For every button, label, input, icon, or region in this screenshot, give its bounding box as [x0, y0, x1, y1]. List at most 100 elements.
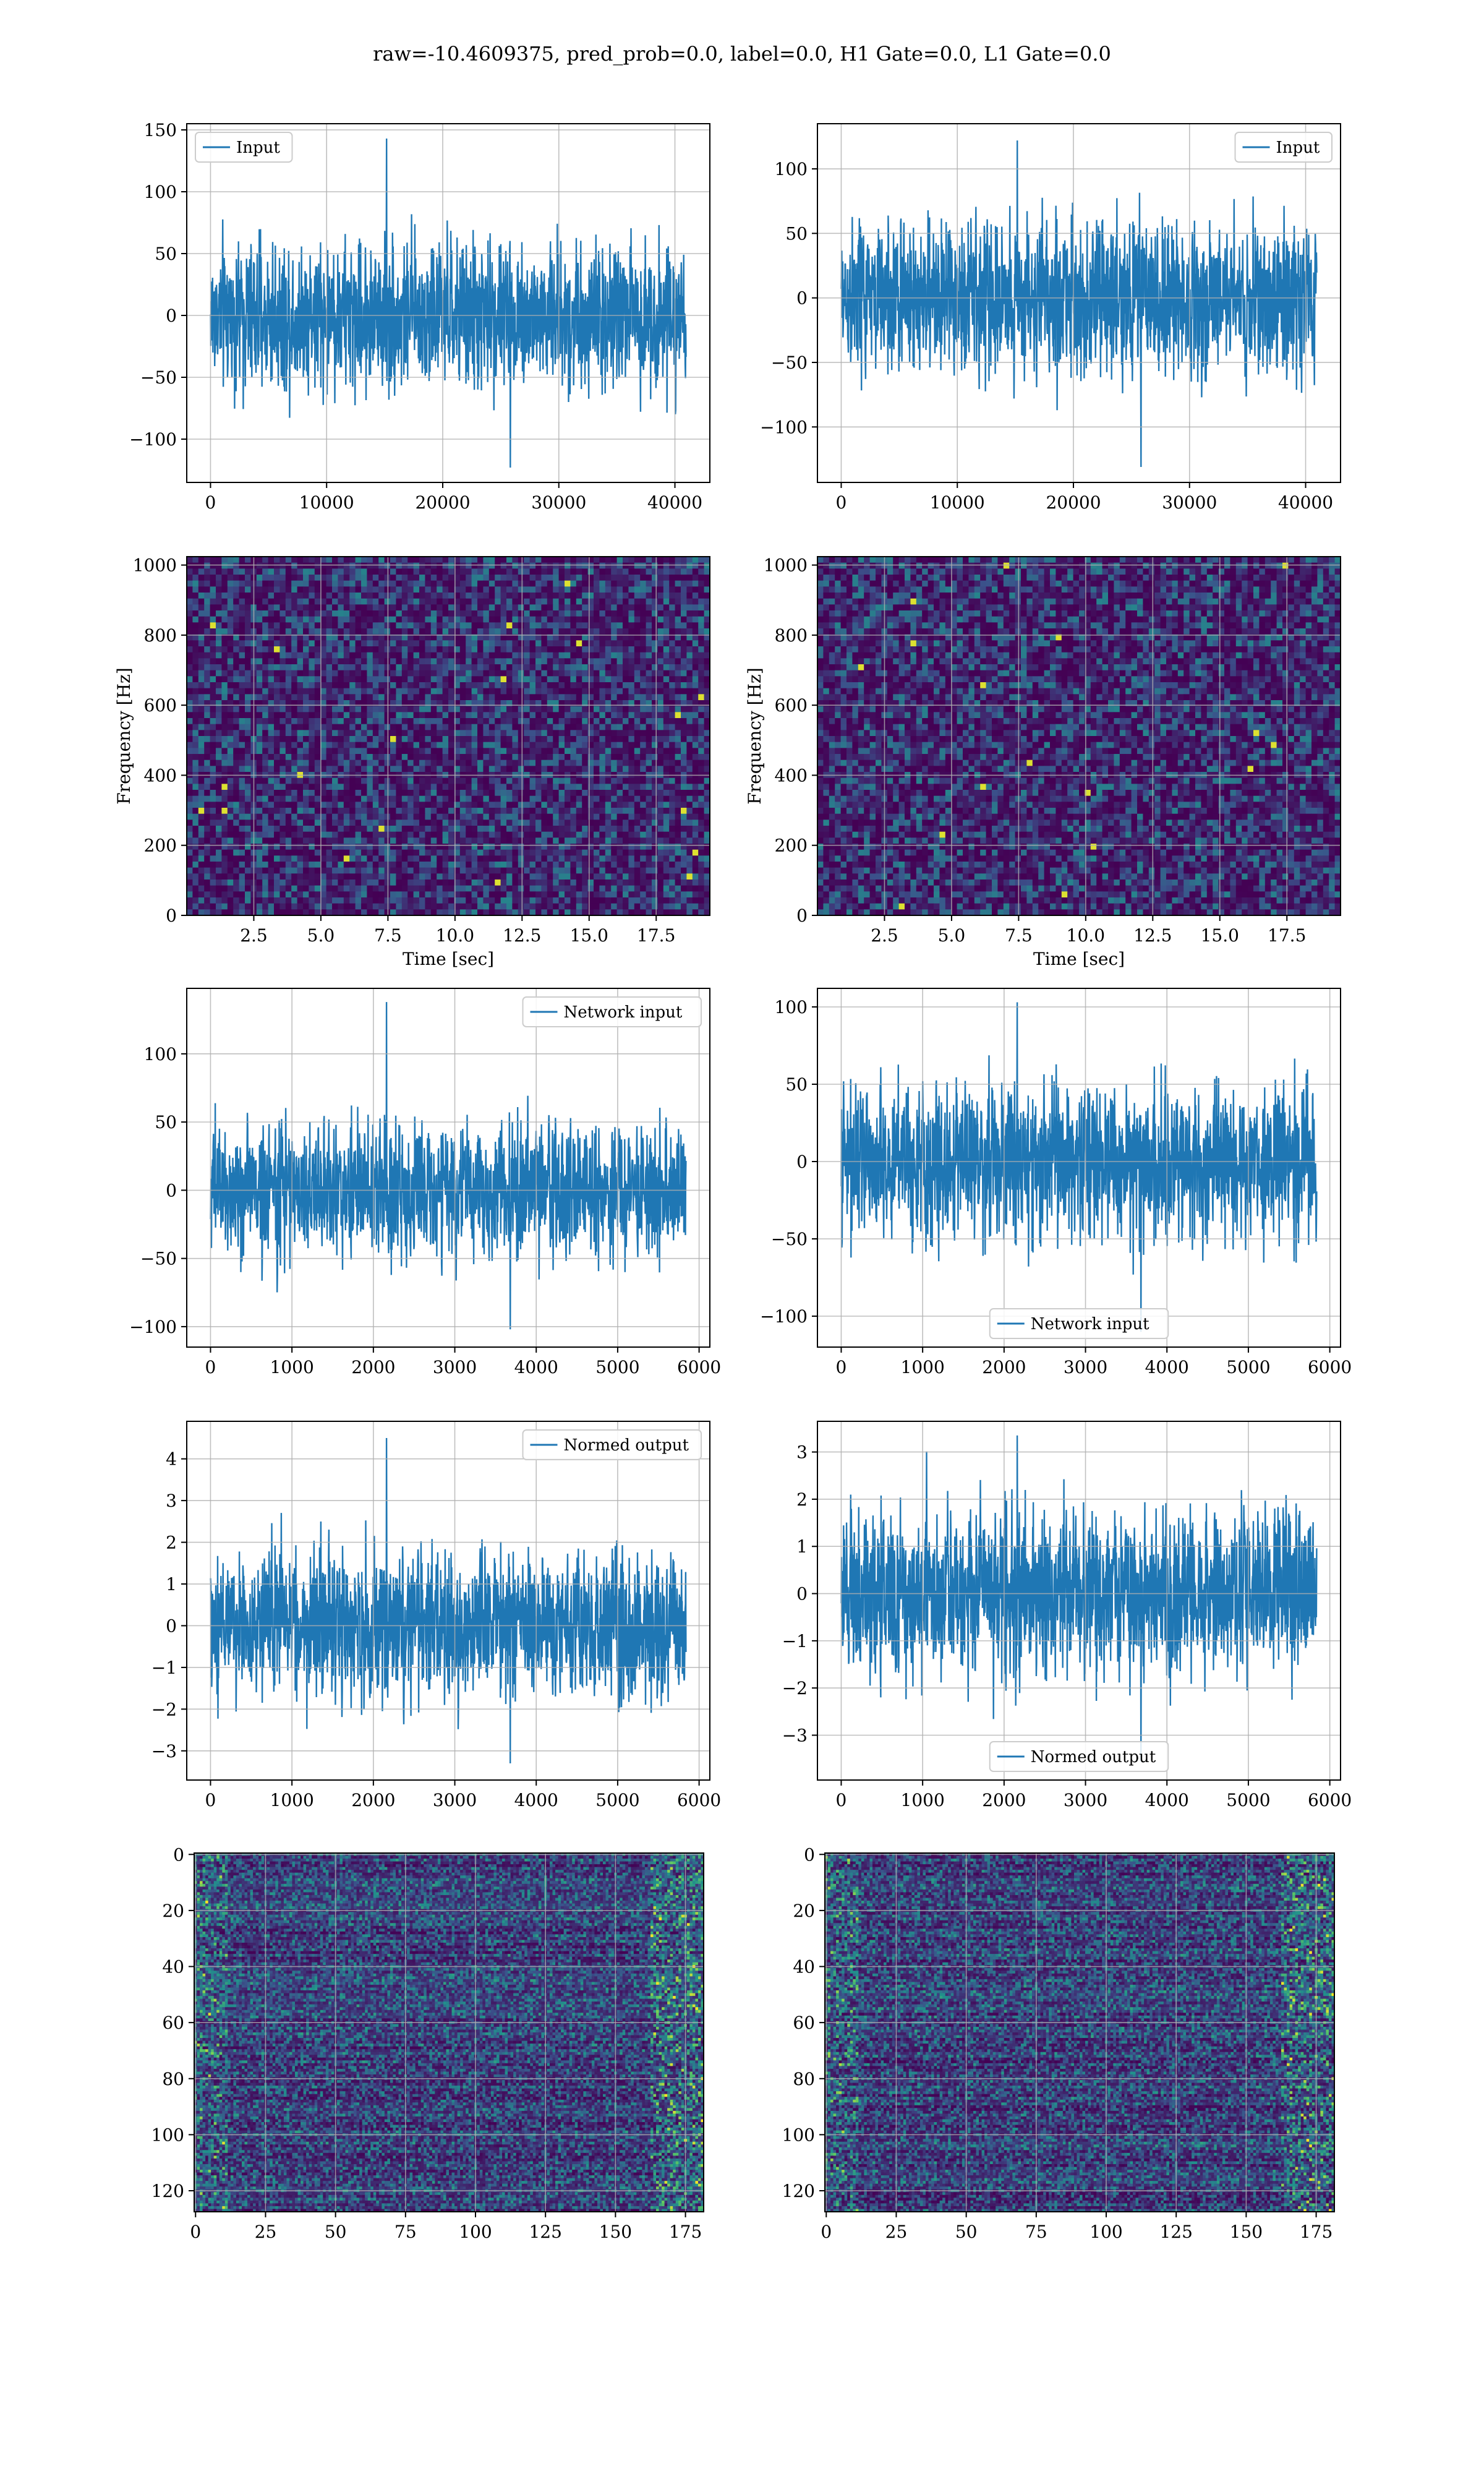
heatmap-cell: [437, 808, 443, 815]
heatmap-cell: [529, 700, 536, 707]
heatmap-cell: [326, 646, 333, 653]
heatmap-cell: [646, 760, 652, 766]
heatmap-cell: [233, 604, 240, 611]
heatmap-cell: [343, 790, 350, 797]
heatmap-cell: [349, 598, 356, 605]
heatmap-cell: [535, 575, 542, 581]
heatmap-cell: [535, 826, 542, 833]
heatmap-cell: [663, 664, 670, 671]
heatmap-cell: [681, 575, 687, 581]
heatmap-cell: [227, 880, 234, 886]
heatmap-cell: [681, 682, 687, 689]
heatmap-cell: [332, 820, 338, 826]
heatmap-cell: [314, 670, 321, 677]
heatmap-cell: [634, 736, 641, 743]
heatmap-cell: [326, 562, 333, 569]
heatmap-cell: [582, 670, 589, 677]
heatmap-cell: [524, 784, 531, 790]
heatmap-cell: [442, 849, 449, 856]
heatmap-cell: [390, 664, 396, 671]
heatmap-cell: [488, 610, 495, 617]
heatmap-cell: [419, 760, 425, 766]
heatmap-cell: [221, 562, 228, 569]
heatmap-cell: [262, 557, 269, 563]
heatmap-cell: [628, 682, 635, 689]
heatmap-cell: [285, 730, 292, 737]
heatmap-cell: [698, 580, 705, 587]
heatmap-cell: [495, 754, 501, 761]
heatmap-cell: [239, 855, 245, 862]
heatmap-cell: [198, 694, 205, 701]
heatmap-cell: [495, 855, 501, 862]
heatmap-cell: [495, 575, 501, 581]
heatmap-cell: [355, 640, 362, 647]
heatmap-cell: [698, 844, 705, 850]
heatmap-cell: [314, 718, 321, 725]
heatmap-cell: [529, 873, 536, 880]
heatmap-cell: [262, 598, 269, 605]
heatmap-cell: [349, 622, 356, 629]
heatmap-cell: [326, 575, 333, 581]
heatmap-cell: [262, 790, 269, 797]
heatmap-cell: [372, 880, 379, 886]
heatmap-cell: [442, 664, 449, 671]
heatmap-cell: [529, 813, 536, 820]
heatmap-cell: [605, 802, 612, 808]
heatmap-cell: [547, 730, 553, 737]
heatmap-cell: [599, 688, 606, 695]
heatmap-cell: [594, 837, 600, 844]
heatmap-cell: [634, 688, 641, 695]
heatmap-cell: [390, 760, 396, 766]
heatmap-cell: [488, 628, 495, 635]
heatmap-cell: [524, 604, 531, 611]
y-tick-label: 0: [166, 306, 177, 326]
heatmap-cell: [657, 826, 664, 833]
heatmap-cell: [396, 586, 403, 593]
heatmap-cell: [216, 593, 222, 599]
heatmap-cell: [558, 568, 565, 575]
heatmap-cell: [332, 562, 338, 569]
heatmap-cell: [535, 849, 542, 856]
heatmap-cell: [495, 557, 501, 563]
heatmap-cell: [657, 562, 664, 569]
heatmap-cell: [192, 777, 199, 784]
heatmap-cell: [390, 694, 396, 701]
heatmap-cell: [396, 706, 403, 713]
heatmap-cell: [401, 676, 408, 683]
heatmap-cell: [675, 837, 681, 844]
heatmap-cell: [535, 712, 542, 719]
heatmap-cell: [437, 820, 443, 826]
heatmap-cell: [221, 855, 228, 862]
heatmap-cell: [204, 784, 211, 790]
heatmap-cell: [448, 736, 454, 743]
heatmap-cell: [430, 586, 437, 593]
heatmap-cell: [529, 640, 536, 647]
heatmap-cell: [454, 831, 461, 838]
heatmap-cell: [239, 784, 245, 790]
heatmap-cell: [442, 837, 449, 844]
heatmap-cell: [704, 831, 710, 838]
heatmap-cell: [268, 616, 275, 623]
heatmap-cell: [326, 622, 333, 629]
heatmap-cell: [204, 808, 211, 815]
heatmap-cell: [204, 813, 211, 820]
heatmap-cell: [268, 820, 275, 826]
heatmap-cell: [541, 724, 548, 730]
heatmap-cell: [652, 730, 658, 737]
heatmap-cell: [343, 880, 350, 886]
heatmap-cell: [349, 580, 356, 587]
heatmap-cell: [594, 616, 600, 623]
heatmap-cell: [256, 730, 263, 737]
heatmap-cell: [274, 790, 280, 797]
heatmap-cell: [495, 813, 501, 820]
heatmap-cell: [233, 694, 240, 701]
heatmap-cell: [471, 718, 478, 725]
heatmap-cell: [512, 610, 519, 617]
heatmap-cell: [681, 557, 687, 563]
heatmap-cell: [471, 616, 478, 623]
heatmap-cell: [500, 795, 507, 802]
heatmap-cell: [663, 622, 670, 629]
heatmap-cell: [210, 706, 216, 713]
heatmap-cell: [565, 754, 571, 761]
heatmap-cell: [599, 586, 606, 593]
